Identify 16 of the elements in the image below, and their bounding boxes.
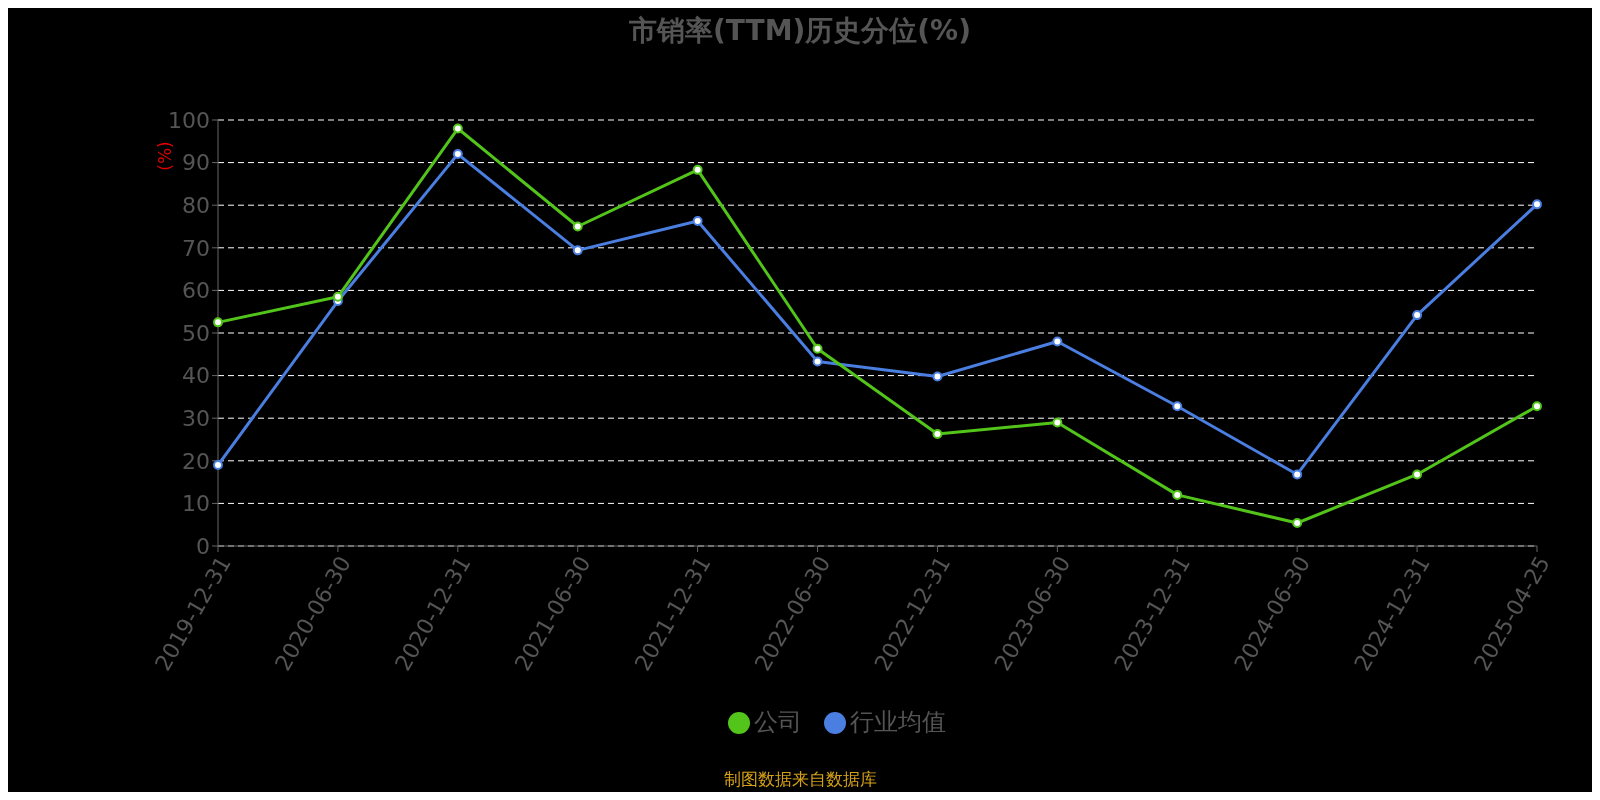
- y-tick-label: 60: [182, 278, 210, 304]
- y-tick-label: 0: [196, 533, 210, 559]
- y-tick-label: 30: [182, 406, 210, 432]
- y-tick-label: 10: [182, 491, 210, 517]
- text: 制图数据来自数据库: [722, 768, 878, 791]
- y-tick-label: 40: [182, 363, 210, 389]
- y-axis-title: (%): [154, 141, 175, 171]
- y-tick-label: 90: [182, 150, 210, 176]
- legend-label: 公司: [753, 708, 802, 736]
- chart-title: 市销率(TTM)历史分位(%): [628, 13, 972, 49]
- y-tick-label: 70: [182, 235, 210, 261]
- y-tick-label: 20: [182, 448, 210, 474]
- y-tick-label: 50: [182, 320, 210, 346]
- y-tick-label: 100: [168, 107, 210, 133]
- legend-label: 行业均值: [849, 708, 946, 736]
- y-tick-label: 80: [182, 193, 210, 219]
